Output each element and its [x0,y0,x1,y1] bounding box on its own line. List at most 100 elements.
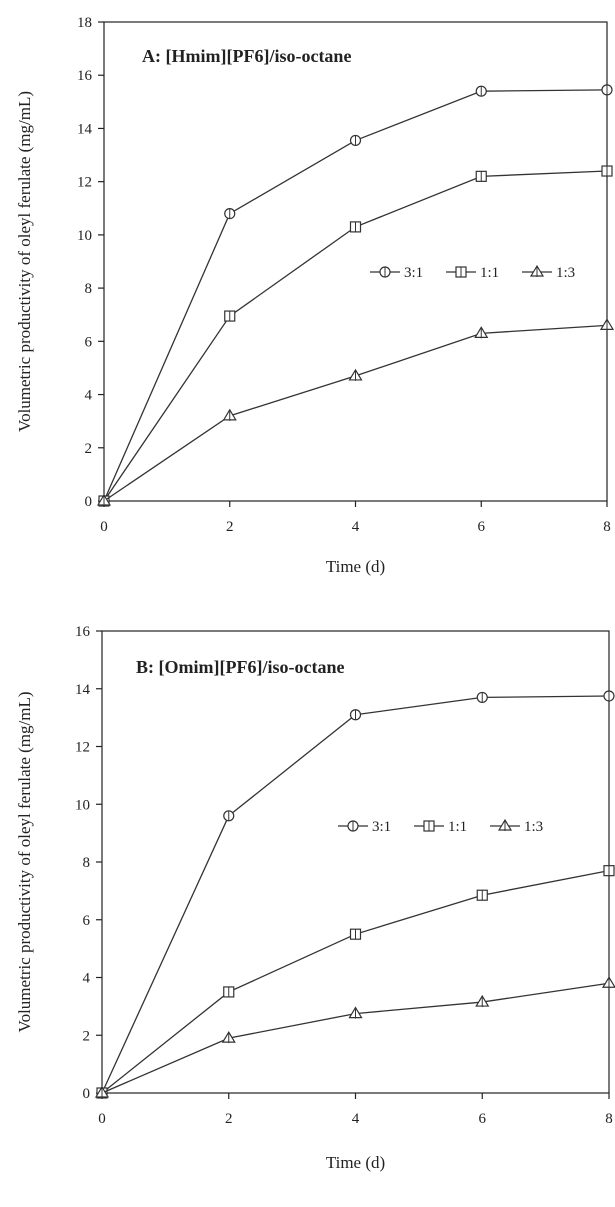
legend-marker [497,818,513,831]
data-point [221,1030,236,1044]
legend: 3:1 1:1 1:3 [338,818,543,835]
legend: 3:1 1:1 1:3 [370,264,575,281]
chart-panel-b: 0 2 4 6 8 10 12 14 16 0 2 4 6 8 Time (d) Volumetric pro… [15,624,615,1172]
legend-label: 1:3 [524,819,543,835]
y-tick-label: 10 [75,797,90,813]
x-tick-label: 8 [605,1111,613,1127]
legend-label: 1:1 [480,265,499,281]
y-tick-label: 6 [83,913,91,929]
data-point [601,84,613,96]
legend-label: 3:1 [404,265,423,281]
y-tick-label: 0 [83,1086,91,1102]
y-tick-label: 16 [77,68,93,84]
x-tick-label: 8 [603,519,611,535]
data-point [223,986,235,998]
series-3-1 [96,690,615,1099]
y-tick-label: 12 [75,740,90,756]
y-tick-label: 12 [77,175,92,191]
data-point [601,976,615,989]
data-point [222,408,237,421]
legend-marker [455,266,467,278]
y-tick-label: 14 [75,682,91,698]
data-point [96,493,112,506]
series-1-3 [94,976,615,1098]
chart-title: B: [Omim][PF6]/iso-octane [136,657,344,677]
y-tick-label: 18 [77,15,92,31]
data-point [349,221,362,233]
legend-item: 1:1 [446,265,499,281]
data-point [224,310,236,322]
data-point [349,709,362,721]
legend-item: 1:3 [490,818,543,835]
series-1-3 [96,318,615,506]
y-tick-label: 8 [85,281,93,297]
y-tick-label: 16 [75,624,91,640]
legend-marker [423,820,435,832]
y-tick-label: 4 [83,971,91,987]
legend-item: 3:1 [370,265,423,281]
series-line [101,982,610,1094]
data-point [475,994,490,1008]
y-tick-label: 8 [83,855,91,871]
data-point [94,1085,110,1098]
x-tick-label: 2 [225,1111,233,1127]
x-axis-label: Time (d) [326,1153,385,1172]
x-tick-label: 2 [226,519,234,535]
legend-label: 1:3 [556,265,575,281]
plot-frame [103,21,608,502]
x-axis-label: Time (d) [326,557,385,576]
chart-panel-a: 0 2 4 6 8 10 12 14 16 18 0 2 4 6 8 Time (d) Volumetric p… [15,15,615,576]
data-point [475,85,487,97]
data-point [603,690,615,702]
y-tick-label: 14 [77,121,93,137]
data-point [475,170,487,182]
series-3-1 [98,84,613,507]
data-point [224,208,236,220]
series-line [101,695,610,1094]
y-tick-label: 6 [85,334,93,350]
y-tick-label: 2 [85,441,93,457]
data-point [349,134,362,147]
legend-marker [347,820,359,832]
x-axis: 0 2 4 6 8 [98,1093,613,1127]
data-point [223,810,235,822]
y-tick-label: 2 [83,1028,91,1044]
legend-label: 3:1 [372,819,391,835]
legend-item: 3:1 [338,819,391,835]
series-line [103,324,608,502]
legend-item: 1:3 [522,264,575,281]
x-tick-label: 6 [478,519,486,535]
series-line [103,89,608,502]
data-point [348,1006,363,1019]
legend-item: 1:1 [414,819,467,835]
y-axis-label: Volumetric productivity of oleyl ferulat… [15,691,34,1032]
series-line [103,170,608,502]
data-point [474,326,489,339]
x-tick-label: 0 [100,519,108,535]
x-tick-label: 4 [352,519,360,535]
y-axis-label: Volumetric productivity of oleyl ferulat… [15,91,34,432]
x-tick-label: 0 [98,1111,106,1127]
data-point [349,928,362,940]
plot-frame [101,630,610,1094]
x-tick-label: 4 [352,1111,360,1127]
data-point [476,691,488,704]
legend-label: 1:1 [448,819,467,835]
data-point [603,865,615,877]
y-tick-label: 4 [85,388,93,404]
data-point [476,889,488,901]
x-axis: 0 2 4 6 8 [100,501,611,535]
x-tick-label: 6 [479,1111,487,1127]
y-axis: 0 2 4 6 8 10 12 14 16 [75,624,102,1102]
data-point [348,368,363,381]
chart-title: A: [Hmim][PF6]/iso-octane [142,46,351,66]
y-tick-label: 0 [85,494,93,510]
legend-marker [529,264,545,277]
y-axis: 0 2 4 6 8 10 12 14 16 18 [77,15,104,510]
y-tick-label: 10 [77,228,92,244]
data-point [601,165,613,177]
legend-marker [379,266,391,278]
series-1-1 [96,865,615,1099]
data-point [599,318,615,331]
